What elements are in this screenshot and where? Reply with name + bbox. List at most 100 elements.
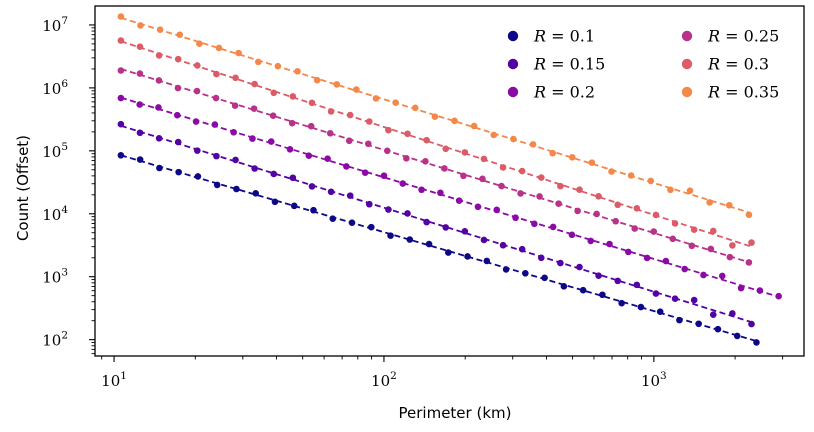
data-point — [385, 126, 392, 134]
data-point — [192, 118, 200, 125]
data-point — [384, 147, 391, 155]
data-point — [406, 236, 414, 243]
y-tick-label: 103 — [42, 267, 68, 287]
data-point — [690, 296, 698, 304]
data-point — [618, 299, 625, 307]
data-point — [753, 339, 760, 346]
data-point — [633, 205, 641, 212]
data-point — [745, 259, 753, 266]
legend-marker — [681, 30, 693, 42]
data-point — [588, 159, 596, 166]
data-point — [474, 203, 482, 211]
data-point — [490, 131, 498, 139]
data-point — [480, 155, 488, 163]
data-point — [156, 26, 164, 34]
data-point — [745, 211, 753, 219]
data-point — [307, 122, 315, 130]
data-point — [271, 198, 279, 206]
data-point — [213, 152, 220, 160]
data-point — [251, 165, 258, 172]
data-point — [480, 236, 488, 244]
data-point — [333, 81, 341, 88]
data-point — [498, 182, 505, 190]
data-point — [652, 290, 660, 297]
plot-frame — [94, 5, 805, 357]
data-point — [324, 155, 331, 162]
data-point — [681, 265, 688, 273]
data-point — [211, 121, 219, 128]
data-point — [627, 172, 635, 179]
data-point — [365, 200, 373, 208]
data-point — [555, 200, 562, 207]
data-point — [614, 201, 622, 209]
data-point — [194, 147, 201, 154]
data-point — [714, 325, 722, 333]
data-point — [117, 94, 125, 102]
data-point — [748, 320, 755, 328]
fit-lines-layer — [120, 16, 779, 342]
data-point — [549, 223, 557, 231]
data-point — [748, 239, 755, 246]
data-point — [232, 74, 239, 82]
data-point — [329, 215, 337, 223]
legend-label: R = 0.2 — [533, 83, 595, 102]
data-point — [612, 217, 619, 225]
data-point — [372, 95, 380, 102]
data-point — [574, 207, 581, 215]
data-point — [688, 242, 696, 250]
data-point — [175, 168, 182, 176]
data-point — [155, 104, 162, 111]
data-point — [270, 170, 278, 178]
legend-label: R = 0.15 — [533, 55, 605, 74]
data-point — [557, 182, 564, 190]
data-point — [595, 192, 602, 200]
data-point — [709, 311, 717, 318]
data-point — [737, 284, 745, 292]
data-point — [353, 86, 360, 93]
data-point — [652, 211, 660, 219]
y-tick-label: 107 — [42, 15, 68, 35]
data-point — [726, 253, 734, 261]
y-tick-label: 105 — [42, 141, 68, 161]
data-point — [442, 145, 450, 153]
legend-marker — [681, 86, 693, 98]
data-point — [560, 283, 568, 290]
data-point — [531, 220, 538, 228]
data-point — [522, 270, 529, 277]
data-point — [518, 167, 526, 175]
data-point — [669, 235, 677, 243]
data-point — [423, 136, 430, 144]
data-point — [537, 254, 545, 262]
data-point — [269, 112, 277, 119]
data-point — [493, 206, 501, 214]
data-point — [136, 101, 143, 108]
data-point — [250, 105, 258, 112]
data-point — [455, 197, 463, 204]
data-point — [700, 271, 707, 279]
data-point — [392, 99, 399, 106]
data-point — [411, 104, 419, 112]
x-tick-label: 102 — [371, 370, 397, 390]
data-point — [294, 67, 301, 75]
data-point — [117, 37, 125, 44]
data-point — [725, 201, 733, 209]
data-points-layer — [117, 13, 782, 346]
data-point — [461, 149, 469, 156]
data-point — [442, 224, 450, 231]
data-point — [367, 223, 375, 231]
data-point — [136, 43, 144, 51]
data-point — [756, 287, 764, 294]
data-point — [213, 181, 221, 189]
data-point — [461, 228, 469, 235]
data-point — [643, 254, 651, 262]
data-point — [517, 190, 524, 197]
fit-line — [120, 68, 750, 264]
data-point — [136, 129, 144, 137]
legend-label: R = 0.1 — [533, 27, 595, 46]
data-point — [174, 138, 182, 146]
data-point — [196, 40, 203, 47]
data-point — [365, 118, 373, 125]
legend-label: R = 0.35 — [707, 83, 779, 102]
data-point — [536, 193, 543, 200]
data-point — [599, 291, 606, 299]
